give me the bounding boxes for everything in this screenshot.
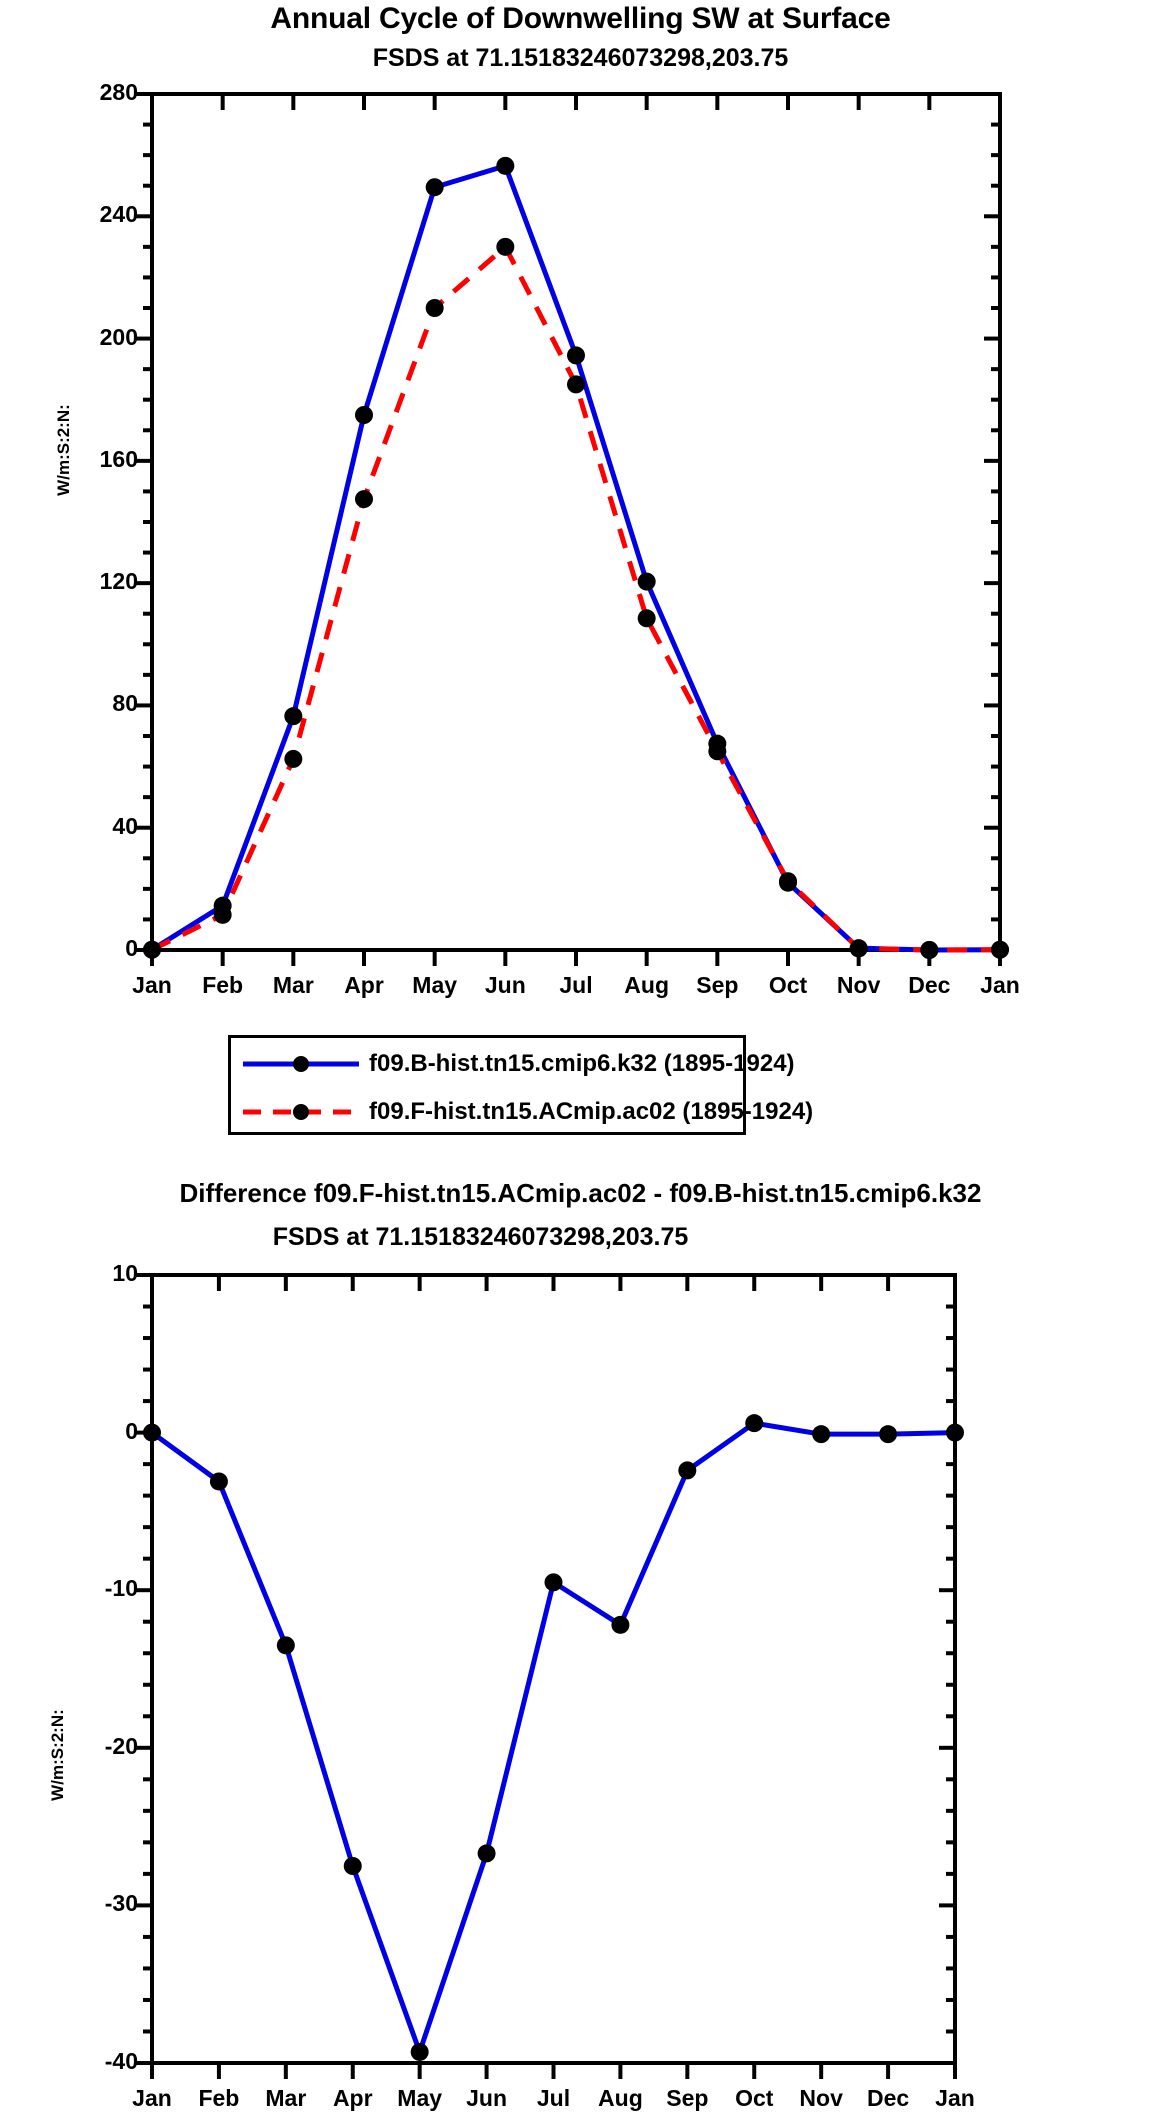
difference-chart-plot: [136, 1273, 964, 2079]
x-tick-label: May: [412, 972, 458, 998]
x-tick-label: Feb: [198, 2085, 240, 2111]
difference-chart-title: Difference f09.F-hist.tn15.ACmip.ac02 - …: [179, 1178, 982, 1208]
x-tick-label: Jan: [132, 972, 172, 998]
data-point: [496, 156, 515, 175]
data-point: [355, 406, 373, 424]
x-tick-label: Apr: [344, 972, 384, 998]
y-tick-label: 120: [99, 568, 138, 595]
y-tick-label: 10: [112, 1260, 138, 1286]
data-point: [567, 346, 585, 365]
y-tick-label: 160: [99, 445, 138, 472]
x-tick-label: Dec: [866, 2085, 910, 2111]
data-point: [849, 939, 868, 958]
x-tick-label: Nov: [836, 972, 881, 998]
x-tick-label: Nov: [799, 2085, 843, 2111]
data-point: [209, 1472, 228, 1491]
x-tick-label: Sep: [696, 972, 739, 998]
data-point: [637, 609, 656, 628]
data-point: [946, 1423, 964, 1442]
data-point: [991, 940, 1009, 959]
difference-panel: Difference f09.F-hist.tn15.ACmip.ac02 - …: [0, 1150, 1161, 2116]
x-tick-label: Sep: [666, 2085, 709, 2111]
x-tick-label: Jun: [484, 972, 526, 998]
y-tick-label: 40: [112, 812, 138, 839]
x-tick-label: Mar: [265, 2085, 307, 2111]
x-tick-label: Jan: [132, 2085, 172, 2111]
series-line-0: [150, 163, 1001, 953]
legend-swatch: [241, 1053, 361, 1075]
data-point: [284, 707, 303, 726]
y-tick-label: 240: [99, 201, 138, 228]
x-tick-label: Apr: [332, 2085, 373, 2111]
x-tick-label: Jan: [935, 2085, 975, 2111]
difference-chart-subtitle: FSDS at 71.15183246073298,203.75: [272, 1223, 689, 1251]
data-point: [276, 1636, 295, 1655]
data-point: [779, 872, 797, 891]
top-chart-plot: [136, 92, 1009, 966]
data-point: [611, 1615, 630, 1634]
page-title: Annual Cycle of Downwelling SW at Surfac…: [270, 2, 891, 35]
x-tick-label: Jun: [466, 2085, 508, 2111]
x-tick-label: Jul: [536, 2085, 571, 2111]
data-point: [284, 749, 303, 768]
legend-label: f09.B-hist.tn15.cmip6.k32 (1895-1924): [369, 1050, 795, 1077]
legend-item: f09.F-hist.tn15.ACmip.ac02 (1895-1924): [241, 1092, 813, 1132]
top-chart-legend: f09.B-hist.tn15.cmip6.k32 (1895-1924) f09…: [228, 1035, 813, 1135]
x-tick-label: Feb: [202, 972, 244, 998]
series-line-0: [150, 1420, 956, 2055]
legend-label: f09.F-hist.tn15.ACmip.ac02 (1895-1924): [369, 1098, 814, 1125]
x-tick-label: Oct: [768, 972, 808, 998]
data-point: [355, 490, 373, 509]
data-point: [425, 178, 444, 197]
data-point: [567, 375, 585, 394]
data-point: [143, 940, 161, 959]
data-point: [213, 905, 232, 924]
y-tick-label: -10: [104, 1575, 138, 1602]
y-tick-label: -20: [104, 1732, 138, 1759]
y-tick-label: -30: [104, 1890, 138, 1917]
y-tick-label: 200: [99, 323, 138, 350]
data-point: [637, 572, 656, 591]
x-tick-label: Jul: [559, 972, 593, 998]
data-point: [812, 1425, 831, 1444]
data-point: [920, 941, 939, 959]
data-point: [708, 742, 727, 761]
data-point: [425, 299, 444, 317]
y-tick-label: 80: [112, 690, 138, 717]
x-tick-label: Mar: [272, 972, 314, 998]
data-point: [745, 1414, 764, 1433]
legend-item: f09.B-hist.tn15.cmip6.k32 (1895-1924): [241, 1044, 795, 1084]
x-tick-label: May: [397, 2085, 443, 2111]
data-point: [343, 1857, 362, 1875]
x-tick-label: Oct: [735, 2085, 774, 2111]
data-point: [496, 237, 515, 256]
y-tick-label: 0: [125, 935, 138, 961]
x-tick-label: Aug: [598, 2085, 643, 2111]
y-tick-label: -40: [104, 2048, 138, 2074]
data-point: [477, 1844, 496, 1863]
y-tick-label: 0: [125, 1417, 138, 1444]
data-point: [410, 2042, 429, 2061]
data-point: [879, 1425, 898, 1444]
legend-swatch: [241, 1101, 361, 1123]
data-point: [143, 1423, 161, 1442]
x-tick-label: Jan: [980, 972, 1020, 998]
x-tick-label: Dec: [908, 972, 951, 998]
data-point: [544, 1573, 563, 1592]
annual-cycle-panel: Annual Cycle of Downwelling SW at Surfac…: [54, 2, 1020, 1135]
x-tick-label: Aug: [624, 972, 670, 998]
data-point: [678, 1461, 697, 1480]
y-tick-label: 280: [99, 79, 138, 105]
top-chart-subtitle: FSDS at 71.15183246073298,203.75: [372, 44, 789, 72]
